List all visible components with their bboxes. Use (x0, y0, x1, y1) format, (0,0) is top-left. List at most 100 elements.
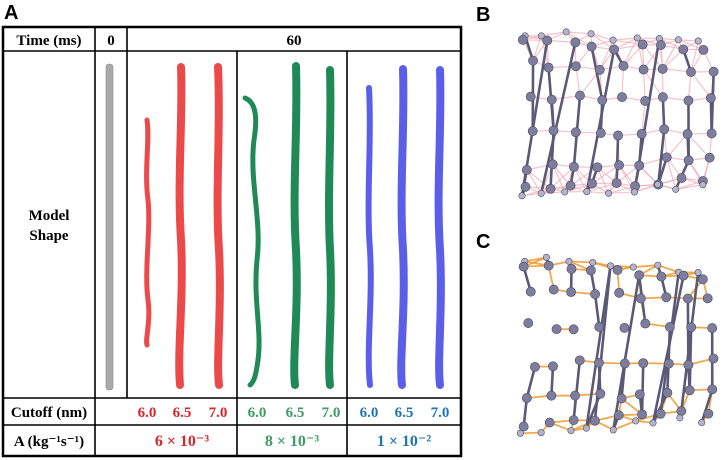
bead (566, 264, 577, 274)
bond (662, 39, 679, 70)
red-shape-cutoff-6-5 (175, 63, 186, 389)
bead (654, 261, 662, 269)
bead (704, 152, 715, 163)
backbone-bond (651, 275, 685, 424)
cutoff-value: 6.5 (395, 405, 414, 421)
bond (568, 260, 593, 264)
bead (586, 41, 597, 52)
bead (634, 160, 645, 171)
bond (608, 191, 635, 194)
cutoff-value: 6.0 (248, 405, 267, 421)
bead (609, 44, 619, 55)
bead (697, 274, 708, 285)
bead (619, 358, 630, 369)
bead (582, 424, 590, 432)
bead (594, 357, 604, 368)
a-value-red: 6 × 10⁻³ (155, 433, 210, 450)
bead (542, 35, 553, 46)
bead (542, 253, 550, 261)
backbone-bond (585, 265, 612, 429)
bead (686, 322, 697, 333)
a-value-blue: 1 × 10⁻² (377, 433, 432, 450)
cutoff-value: 7.0 (322, 405, 341, 421)
bond (633, 264, 658, 268)
bead (570, 127, 581, 138)
bond (621, 65, 625, 98)
bead (590, 289, 600, 300)
panel-label-b: B (476, 4, 491, 26)
header-time-zero: 0 (107, 33, 115, 49)
bead (698, 419, 706, 427)
bead (568, 415, 579, 425)
backbone-bond (550, 99, 555, 131)
bead (634, 270, 645, 281)
bead (570, 390, 580, 401)
backbone-bond (612, 274, 641, 431)
bead (678, 44, 689, 55)
bond (575, 66, 581, 96)
model-shapes (105, 62, 445, 391)
header-time-sixty: 60 (287, 33, 302, 49)
bead (530, 361, 540, 372)
bond (675, 184, 703, 190)
bead (656, 271, 667, 282)
backbone-bond (709, 97, 713, 134)
bead (618, 60, 629, 71)
bead (676, 414, 684, 422)
bead (676, 173, 687, 183)
cutoff-value: 6.0 (360, 405, 379, 421)
bond (590, 33, 614, 41)
bead (672, 185, 680, 193)
bead (518, 421, 529, 432)
bead (638, 358, 649, 369)
green-shape-cutoff-6-5 (290, 62, 301, 389)
bead (617, 92, 627, 103)
bead (551, 324, 562, 335)
bead (597, 95, 608, 106)
bead (570, 61, 581, 72)
bead (636, 128, 647, 139)
blue-shape-cutoff-6-0 (365, 85, 374, 388)
bead (708, 66, 719, 77)
bead (546, 94, 557, 105)
bead (665, 322, 675, 332)
bond (690, 71, 712, 99)
cutoff-value: 7.0 (209, 405, 228, 421)
bead (630, 188, 638, 196)
bead (683, 155, 694, 166)
bead (595, 388, 606, 399)
bead (629, 263, 637, 271)
bead (589, 259, 597, 267)
bead (595, 128, 606, 138)
bead (525, 91, 536, 102)
red-shape-cutoff-7-0 (213, 63, 224, 389)
bead (518, 192, 526, 200)
backbone-bond (550, 366, 555, 396)
bead (570, 37, 581, 48)
backbone-bond (656, 129, 666, 185)
bead (657, 63, 668, 74)
bead (661, 292, 672, 303)
bond (690, 40, 699, 73)
bond (622, 37, 638, 67)
bead (613, 410, 624, 421)
bead (703, 408, 714, 419)
bead (609, 426, 617, 434)
green-shape-cutoff-7-0 (325, 66, 335, 389)
bead (655, 408, 666, 419)
panel-b-molecular-model (518, 28, 719, 200)
bead (575, 90, 585, 101)
bead (698, 44, 709, 55)
bond (541, 31, 567, 37)
bead (694, 37, 702, 45)
backbone-bond (680, 272, 700, 412)
bond (643, 69, 646, 101)
bead (606, 262, 614, 270)
bond (666, 157, 677, 190)
bond (641, 100, 646, 134)
bead (523, 318, 534, 328)
bead (708, 353, 719, 364)
bead (657, 92, 668, 103)
bead (616, 393, 627, 404)
backbone-bond (593, 294, 601, 328)
